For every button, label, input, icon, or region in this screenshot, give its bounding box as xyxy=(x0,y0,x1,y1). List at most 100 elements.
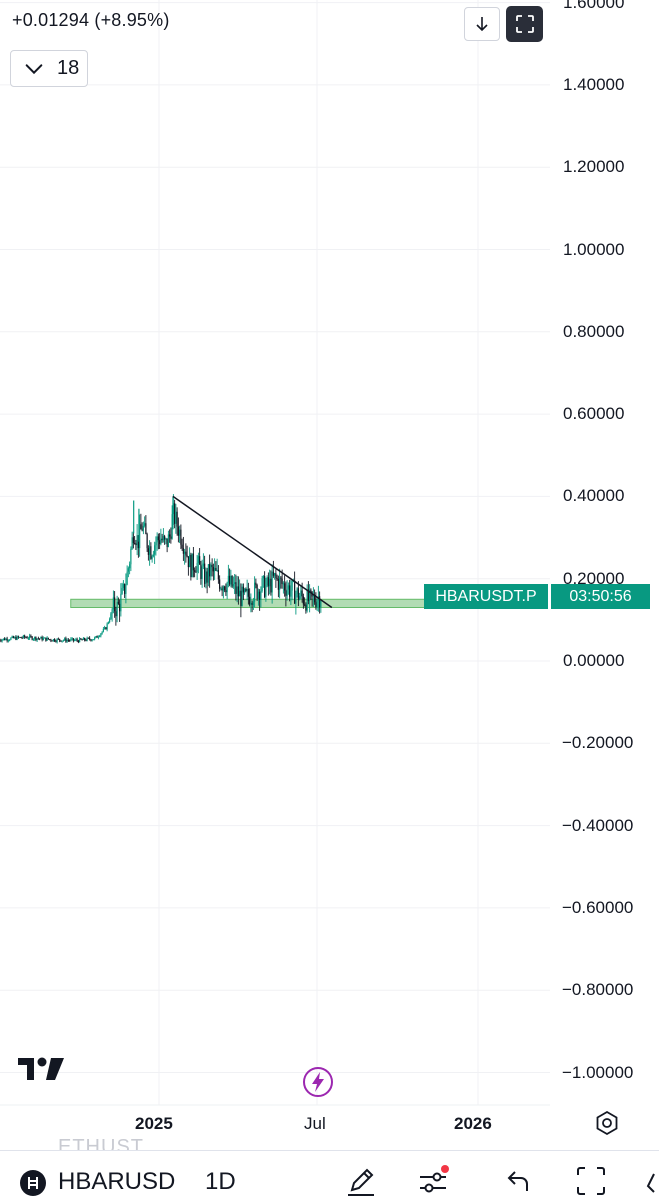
candle-body xyxy=(219,579,220,588)
candle-body xyxy=(103,629,104,632)
candle-body xyxy=(270,579,271,593)
y-tick-label: 0.80000 xyxy=(563,322,624,342)
y-tick-label: 0.00000 xyxy=(563,651,624,671)
y-tick-label: −0.40000 xyxy=(562,816,633,836)
candle-body xyxy=(189,555,190,567)
candle-body xyxy=(290,591,291,597)
candle-body xyxy=(13,636,14,638)
candle-body xyxy=(47,638,48,641)
candle-body xyxy=(162,539,163,541)
interval-dropdown[interactable]: 18 xyxy=(10,50,88,87)
candle-body xyxy=(185,552,186,556)
candle-body xyxy=(84,638,85,640)
candle-body xyxy=(18,636,19,637)
candle-body xyxy=(107,624,108,630)
candle-body xyxy=(14,637,15,638)
candle-body xyxy=(165,538,166,539)
candle-body xyxy=(190,555,191,577)
candle-body xyxy=(228,576,229,583)
scroll-down-button[interactable] xyxy=(464,7,500,41)
candle-body xyxy=(30,636,31,637)
candle-body xyxy=(184,552,185,554)
candle-body xyxy=(54,639,55,641)
candle-body xyxy=(12,636,13,637)
price-chart[interactable] xyxy=(0,0,659,1150)
candle-body xyxy=(17,636,18,639)
candle-body xyxy=(217,570,218,571)
candle-body xyxy=(250,603,251,605)
candle-body xyxy=(55,641,56,642)
symbol-selector[interactable]: HBARUSD xyxy=(58,1168,175,1196)
y-tick-label: −0.80000 xyxy=(562,980,633,1000)
candle-body xyxy=(209,564,210,576)
candle-body xyxy=(140,524,141,529)
candle-body xyxy=(238,586,239,596)
candle-body xyxy=(153,555,154,557)
candle-body xyxy=(70,639,71,640)
drawing-pen-icon[interactable] xyxy=(344,1164,378,1198)
candle-body xyxy=(232,576,233,587)
trendline-segment xyxy=(173,496,332,607)
indicators-settings-icon[interactable] xyxy=(416,1164,450,1198)
candle-body xyxy=(164,536,165,540)
interval-value: 18 xyxy=(57,57,79,80)
candle-body xyxy=(255,583,256,585)
candle-body xyxy=(203,564,204,567)
candle-body xyxy=(179,530,180,536)
candle-body xyxy=(109,619,110,622)
candle-body xyxy=(87,638,88,641)
candle-body xyxy=(220,589,221,590)
candle-body xyxy=(32,637,33,640)
candle-body xyxy=(108,622,109,624)
candle-body xyxy=(242,587,243,606)
candle-body xyxy=(294,581,295,604)
candle-body xyxy=(207,571,208,582)
candle-body xyxy=(263,576,264,578)
candle-body xyxy=(8,640,9,641)
chart-settings-icon[interactable] xyxy=(593,1109,621,1137)
candle-body xyxy=(7,639,8,641)
candle-body xyxy=(0,640,1,641)
candle-body xyxy=(85,640,86,641)
candle-body xyxy=(63,640,64,641)
candle-body xyxy=(289,585,290,596)
candle-body xyxy=(188,556,189,567)
y-tick-label: 1.40000 xyxy=(563,75,624,95)
candle-body xyxy=(210,565,211,577)
candle-body xyxy=(145,523,146,534)
candle-body xyxy=(295,594,296,604)
fullscreen-icon[interactable] xyxy=(574,1164,608,1198)
lightning-bolt-icon[interactable] xyxy=(302,1066,334,1098)
candle-body xyxy=(283,583,284,584)
coin-icon[interactable] xyxy=(20,1170,46,1196)
candle-body xyxy=(178,527,179,536)
candle-body xyxy=(97,636,98,637)
candle-body xyxy=(248,589,249,597)
candle-body xyxy=(37,638,38,640)
candle-body xyxy=(249,597,250,605)
candle-body xyxy=(49,639,50,640)
y-tick-label: 0.60000 xyxy=(563,404,624,424)
timeframe-selector[interactable]: 1D xyxy=(205,1168,236,1196)
candle-body xyxy=(104,627,105,628)
candle-body xyxy=(64,638,65,640)
candle-body xyxy=(78,641,79,643)
candle-body xyxy=(215,568,216,571)
candle-body xyxy=(152,556,153,559)
chart-grid xyxy=(0,0,550,1105)
candle-body xyxy=(105,627,106,629)
fullscreen-toggle-button[interactable] xyxy=(506,6,543,42)
undo-icon[interactable] xyxy=(500,1164,534,1198)
candle-body xyxy=(277,578,278,579)
candle-body xyxy=(205,571,206,583)
candle-body xyxy=(59,639,60,640)
candle-body xyxy=(288,585,289,589)
more-icon[interactable] xyxy=(640,1164,659,1198)
arrow-down-icon xyxy=(474,15,490,33)
candle-body xyxy=(50,639,51,640)
tradingview-logo-icon[interactable] xyxy=(18,1056,66,1082)
candle-body xyxy=(275,573,276,578)
candle-body xyxy=(149,546,150,555)
candle-body xyxy=(27,637,28,638)
candle-body xyxy=(280,578,281,579)
